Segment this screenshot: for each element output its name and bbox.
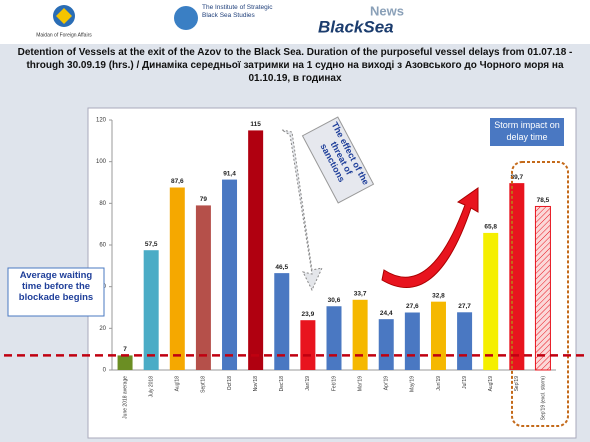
x-tick-label: Nov'18 xyxy=(253,376,259,392)
annotation-box xyxy=(7,267,105,317)
sanctions-arrow xyxy=(281,129,323,292)
x-tick-label: Sep'19 (excl. storm) xyxy=(540,376,546,421)
bar xyxy=(457,312,473,370)
y-tick-label: 0 xyxy=(103,368,107,374)
annotation-holder: Storm impact on delay time xyxy=(494,120,560,142)
logo-text-box: The Institute of Strategic Black Sea Stu… xyxy=(202,4,273,19)
bar xyxy=(430,301,446,370)
x-tick-label: Jan'19 xyxy=(305,376,311,391)
storm-frame xyxy=(511,161,569,427)
value-label: 30,6 xyxy=(328,297,341,304)
logo-icon xyxy=(174,6,198,30)
value-label: 91,4 xyxy=(223,170,236,177)
value-label: 33,7 xyxy=(354,291,367,298)
title-box: Detention of Vessels at the exit of the … xyxy=(17,47,573,84)
annotation: Storm impact on delay time xyxy=(494,120,560,142)
logo-text: The Institute of Strategic Black Sea Stu… xyxy=(202,4,273,19)
x-tick-label: Jun'19 xyxy=(436,376,442,391)
bar xyxy=(274,273,290,370)
x-tick-label: June 2018 average xyxy=(122,376,128,419)
bar xyxy=(248,130,264,370)
bar xyxy=(195,205,211,370)
x-tick-label: Mar'19 xyxy=(357,376,363,391)
annotation-box xyxy=(301,116,375,204)
y-tick-label: 120 xyxy=(96,118,107,124)
chart-title: Detention of Vessels at the exit of the … xyxy=(17,47,573,84)
logo-text: Maidan of Foreign Affairs xyxy=(36,32,92,38)
bar xyxy=(378,319,394,370)
x-tick-label: Jul'19 xyxy=(462,376,468,389)
value-label: 24,4 xyxy=(380,310,393,317)
annotation-box xyxy=(490,118,564,146)
value-label: 46,5 xyxy=(275,264,288,271)
bar xyxy=(534,205,551,371)
y-tick-label: 80 xyxy=(99,201,106,207)
x-tick-label: Aug'19 xyxy=(488,376,494,392)
x-tick-label: Oct'18 xyxy=(227,376,233,391)
annotation-holder: Average waiting time before the blockade… xyxy=(18,270,94,303)
value-label: 27,7 xyxy=(458,303,471,310)
annotation: Average waiting time before the blockade… xyxy=(18,270,94,303)
value-label: 89,7 xyxy=(510,174,523,181)
bar xyxy=(222,179,238,370)
value-label: 78,5 xyxy=(537,197,550,204)
x-tick-label: Dec'18 xyxy=(279,376,285,392)
bar xyxy=(483,232,499,370)
bar xyxy=(117,355,133,370)
value-label: 115 xyxy=(250,121,261,128)
header-bar xyxy=(0,0,590,44)
value-label: 7 xyxy=(123,346,127,353)
value-label: 57,5 xyxy=(145,241,158,248)
value-label: 27,6 xyxy=(406,303,419,310)
x-tick-label: May'19 xyxy=(410,376,416,392)
logo-text: News xyxy=(370,3,404,18)
x-tick-label: Apr'19 xyxy=(384,376,390,391)
bar xyxy=(404,312,420,370)
x-tick-label: Sept'18 xyxy=(201,376,207,393)
bar xyxy=(509,183,525,370)
value-label: 87,6 xyxy=(171,178,184,185)
value-label: 65,8 xyxy=(484,224,497,231)
bar xyxy=(352,299,368,370)
bar xyxy=(143,250,159,370)
bar xyxy=(326,306,342,370)
x-tick-label: Feb'19 xyxy=(331,376,337,391)
x-tick-label: Aug'18 xyxy=(175,376,181,392)
plot: 0204060801001207June 2018 average57,5Jul… xyxy=(96,118,556,421)
annotation-group: The effect of the threat of sanctions xyxy=(301,116,375,204)
bar xyxy=(300,320,316,370)
y-tick-label: 100 xyxy=(96,159,107,165)
value-label: 23,9 xyxy=(302,311,315,318)
x-tick-label: Sep'19 xyxy=(514,376,520,392)
bar xyxy=(169,187,185,370)
y-tick-label: 60 xyxy=(99,243,106,249)
value-label: 79 xyxy=(200,196,208,203)
x-tick-label: July 2018 xyxy=(149,376,155,398)
y-tick-label: 20 xyxy=(99,326,106,332)
logo-icon xyxy=(56,8,72,24)
growth-arrow xyxy=(381,187,479,289)
logo-text: BlackSea xyxy=(318,17,394,36)
value-label: 32,8 xyxy=(432,292,445,299)
